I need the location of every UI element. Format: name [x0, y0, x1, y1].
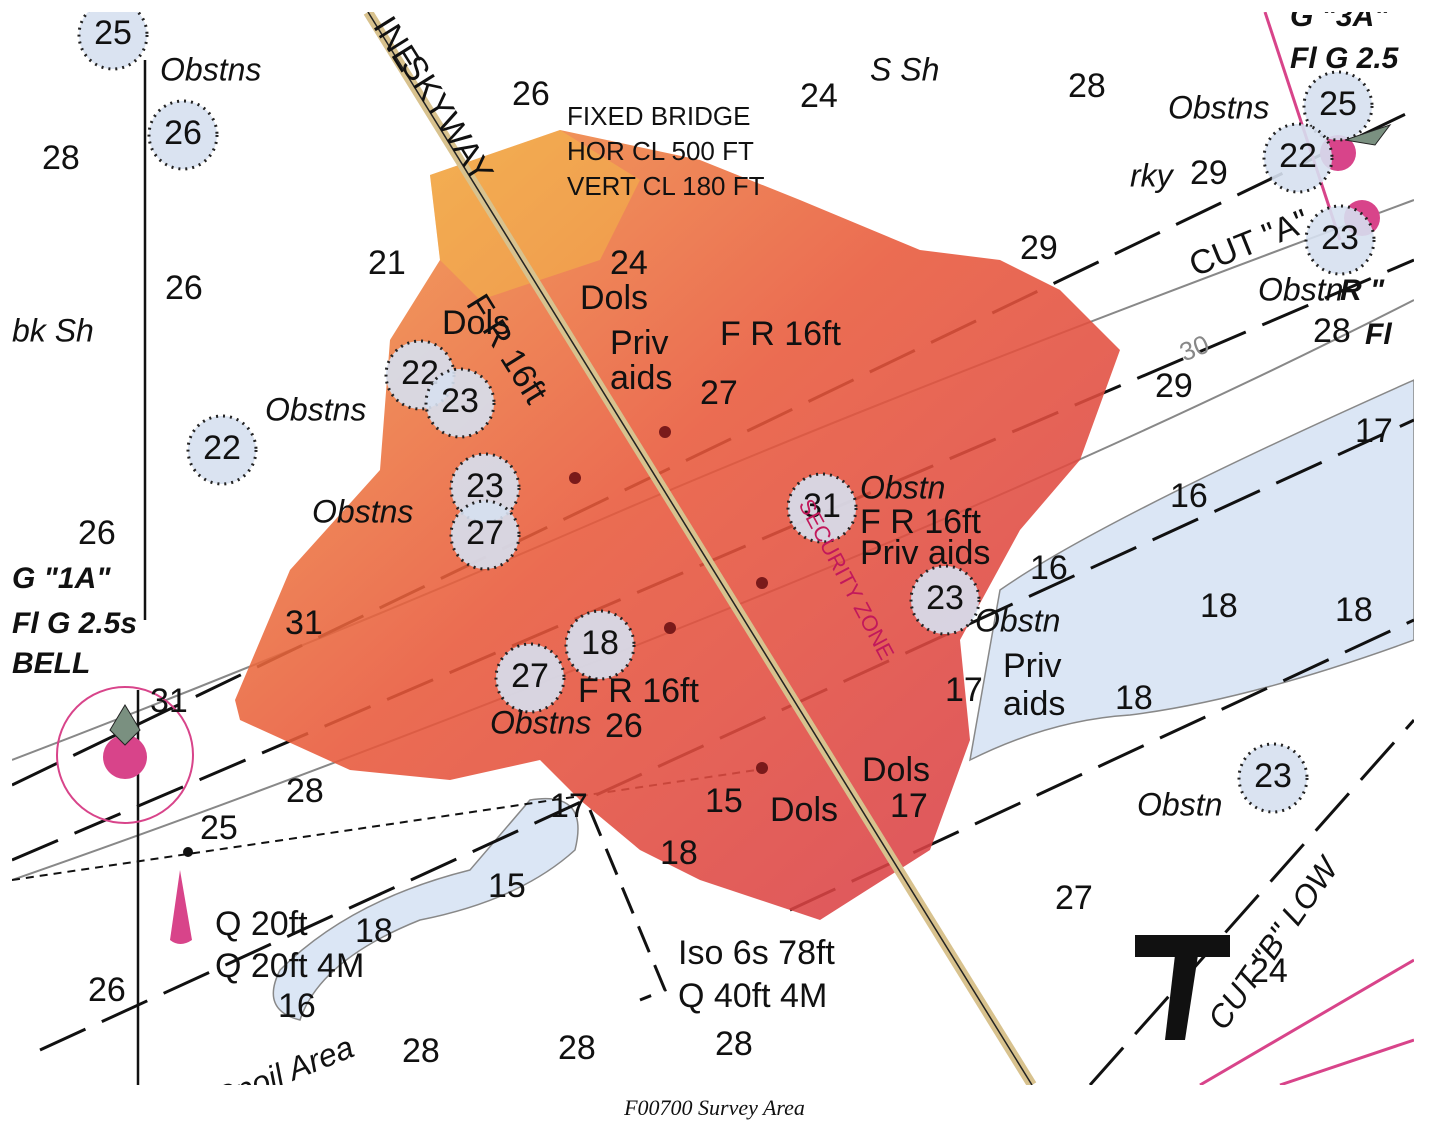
chart-label: 16 — [1030, 549, 1068, 587]
chart-label: 28 — [42, 139, 80, 177]
chart-label: G "3A" — [1290, 0, 1389, 33]
chart-area: 25 Obstns 26 28 26 FIXED BRIDGE HOR CL 500 FT V… — [12, 0, 1414, 1090]
chart-label: 27 — [700, 374, 738, 412]
chart-label: 23 — [1321, 219, 1359, 257]
chart-label: Obstn — [975, 602, 1060, 638]
chart-label: 15 — [705, 782, 743, 820]
chart-label: 27 — [511, 657, 549, 695]
chart-label: 26 — [165, 269, 203, 307]
chart-label: Iso 6s 78ft — [678, 934, 835, 972]
chart-label: 26 — [512, 75, 550, 113]
chart-label: 17 — [890, 787, 928, 825]
chart-label: 18 — [1335, 591, 1373, 629]
chart-label: Q 40ft 4M — [678, 977, 827, 1015]
chart-label: 27 — [466, 514, 504, 552]
chart-label: HOR CL 500 FT — [567, 136, 754, 166]
chart-label: aids — [1003, 685, 1065, 723]
chart-label: R " — [1340, 274, 1385, 307]
chart-label: 18 — [1115, 679, 1153, 717]
chart-label: 25 — [94, 14, 132, 52]
chart-label: 29 — [1020, 229, 1058, 267]
chart-label: 17 — [1355, 412, 1393, 450]
chart-label: 28 — [1313, 312, 1351, 350]
chart-label: Priv — [610, 324, 669, 362]
chart-label: 16 — [1170, 477, 1208, 515]
chart-label: Obstn — [1258, 271, 1343, 307]
chart-label: 26 — [88, 971, 126, 1009]
chart-label: 23 — [1254, 757, 1292, 795]
chart-label: 23 — [441, 382, 479, 420]
chart-label: Fl G 2.5 — [1290, 42, 1400, 75]
chart-label: Fl — [1365, 318, 1392, 351]
chart-label: G "1A" — [12, 562, 111, 595]
chart-label: 16 — [278, 987, 316, 1025]
caption: F00700 Survey Area — [0, 1095, 1429, 1121]
chart-label: 17 — [550, 787, 588, 825]
chart-label: 18 — [660, 834, 698, 872]
chart-label: 22 — [1279, 137, 1317, 175]
chart-label: Obstns — [312, 493, 413, 529]
chart-label: 28 — [402, 1032, 440, 1070]
chart-label: Dols — [862, 751, 930, 789]
chart-label: 24 — [610, 244, 648, 282]
chart-label: 29 — [1190, 154, 1228, 192]
chart-label: Priv aids — [860, 534, 990, 572]
chart-label: VERT CL 180 FT — [567, 171, 765, 201]
chart-label: 24 — [1250, 952, 1288, 990]
chart-label: Q 20ft 4M — [215, 947, 364, 985]
chart-label: 25 — [200, 809, 238, 847]
chart-label: 17 — [945, 671, 983, 709]
chart-label: aids — [610, 359, 672, 397]
chart-label: 28 — [286, 772, 324, 810]
chart-label: 22 — [203, 429, 241, 467]
chart-label: 18 — [1200, 587, 1238, 625]
chart-label: 21 — [368, 244, 406, 282]
chart-label: FIXED BRIDGE — [567, 101, 750, 131]
chart-label: Obstns — [160, 51, 261, 87]
chart-label: 18 — [355, 912, 393, 950]
chart-label: 25 — [1319, 85, 1357, 123]
chart-label: 27 — [1055, 879, 1093, 917]
nautical-chart: 25 Obstns 26 28 26 FIXED BRIDGE HOR CL 500 FT V… — [0, 0, 1429, 1090]
chart-label: S Sh — [870, 51, 939, 87]
chart-label: rky — [1130, 157, 1175, 193]
chart-label: 31 — [285, 604, 323, 642]
chart-label: Obstns — [265, 391, 366, 427]
chart-label: 23 — [466, 467, 504, 505]
chart-label: Obstn — [1137, 786, 1222, 822]
chart-label: Priv — [1003, 647, 1062, 685]
chart-label: bk Sh — [12, 312, 94, 348]
chart-label: 24 — [800, 77, 838, 115]
chart-label: 18 — [581, 624, 619, 662]
chart-label: 26 — [78, 514, 116, 552]
chart-label: Fl G 2.5s — [12, 607, 137, 640]
chart-label: 28 — [1068, 67, 1106, 105]
chart-label: 29 — [1155, 367, 1193, 405]
chart-label: Q 20ft — [215, 905, 308, 943]
chart-label: Obstns — [1168, 89, 1269, 125]
page: {"caption": "F00700 Survey Area", "label… — [0, 0, 1429, 1128]
chart-label: Obstn — [860, 469, 945, 505]
chart-label: 28 — [715, 1025, 753, 1063]
chart-label: F R 16ft — [720, 315, 841, 353]
chart-label: Obstns — [490, 704, 591, 740]
chart-label: 28 — [558, 1029, 596, 1067]
chart-label: Dols — [770, 791, 838, 829]
chart-label: 26 — [605, 707, 643, 745]
chart-label: 15 — [488, 867, 526, 905]
chart-label: 23 — [926, 579, 964, 617]
chart-label: 26 — [164, 114, 202, 152]
chart-label: Dols — [580, 279, 648, 317]
chart-label: BELL — [12, 647, 90, 680]
chart-label: F R 16ft — [578, 672, 699, 710]
chart-label: 31 — [150, 682, 188, 720]
